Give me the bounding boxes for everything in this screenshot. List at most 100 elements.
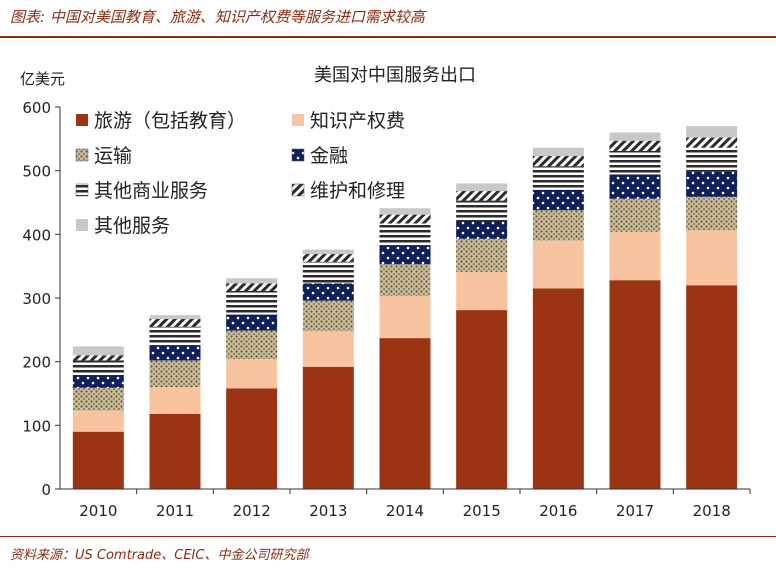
x-tick-label: 2012: [233, 502, 271, 520]
bar-segment-2014-series-4: [379, 223, 431, 246]
bar-segment-2014-series-3: [379, 245, 431, 265]
x-tick-label: 2017: [616, 502, 654, 520]
bar-segment-2015-series-3: [456, 220, 508, 239]
x-tick-label: 2011: [156, 502, 194, 520]
y-tick-label: 300: [22, 290, 51, 308]
bar-segment-2011-series-1: [149, 387, 201, 414]
bar-segment-2016-series-5: [532, 156, 584, 167]
bar-segment-2015-series-2: [456, 238, 508, 272]
legend-swatch-series-1: [292, 114, 304, 126]
bar-segment-2017-series-4: [609, 150, 661, 175]
bar-segment-2016-series-1: [532, 240, 584, 289]
bar-segment-2012-series-6: [226, 278, 278, 284]
figure-caption: 图表: 中国对美国教育、旅游、知识产权费等服务进口需求较高: [10, 8, 425, 26]
footer-divider: [0, 536, 776, 537]
chart-title: 美国对中国服务出口: [314, 65, 476, 86]
legend-label-series-5: 维护和修理: [310, 180, 405, 202]
x-tick-label: 2015: [463, 502, 501, 520]
bar-segment-2018-series-6: [686, 126, 738, 138]
bar-segment-2018-series-5: [686, 137, 738, 148]
stacked-bar-chart: 亿美元 美国对中国服务出口 0 100 200 300 400 500 600 2010 201…: [20, 65, 751, 520]
bar-segment-2011-series-2: [149, 360, 201, 388]
bar-segment-2011-series-6: [149, 315, 201, 320]
bar-segment-2013-series-6: [302, 249, 354, 255]
x-tick-label: 2014: [386, 502, 424, 520]
bar-segment-2012-series-0: [226, 388, 278, 489]
y-tick-label: 600: [22, 99, 51, 117]
bar-segment-2012-series-2: [226, 330, 278, 360]
y-axis-unit-label: 亿美元: [20, 70, 65, 88]
bar-segment-2010-series-4: [72, 360, 124, 376]
bar-segment-2010-series-1: [72, 410, 124, 432]
bar-segment-2016-series-6: [532, 147, 584, 157]
bar-segment-2016-series-4: [532, 166, 584, 190]
legend-label-series-3: 金融: [310, 145, 348, 167]
bar-segment-2014-series-2: [379, 264, 431, 297]
y-tick-label: 100: [22, 417, 51, 435]
bar-segment-2018-series-1: [686, 230, 738, 286]
bar-segment-2010-series-3: [72, 375, 124, 388]
bar-segment-2011-series-5: [149, 319, 201, 327]
y-tick-label: 400: [22, 226, 51, 244]
y-tick-label: 500: [22, 163, 51, 181]
bar-segment-2018-series-0: [686, 285, 738, 489]
legend-label-series-0: 旅游（包括教育）: [94, 110, 246, 132]
legend-swatch-series-4: [75, 183, 89, 197]
bar-segment-2013-series-2: [302, 300, 354, 332]
legend-swatch-series-2: [75, 148, 89, 162]
bar-segment-2010-series-6: [72, 346, 124, 356]
bar-segment-2010-series-2: [72, 387, 124, 411]
bar-segment-2018-series-3: [686, 171, 738, 197]
legend-swatch-series-6: [76, 219, 88, 231]
bar-segment-2010-series-5: [72, 355, 124, 361]
legend-label-series-6: 其他服务: [94, 215, 170, 237]
header-divider: [0, 36, 776, 38]
legend-swatch-series-3: [291, 148, 305, 162]
legend-swatch-series-0: [76, 114, 88, 126]
bar-segment-2017-series-2: [609, 198, 661, 232]
bar-segment-2018-series-2: [686, 196, 738, 231]
bar-segment-2010-series-0: [72, 431, 124, 489]
bar-segment-2017-series-6: [609, 132, 661, 141]
bar-segment-2012-series-3: [226, 314, 278, 331]
bar-segment-2013-series-4: [302, 261, 354, 284]
bar-segment-2014-series-6: [379, 208, 431, 215]
legend-label-series-1: 知识产权费: [310, 110, 405, 132]
bar-segment-2014-series-1: [379, 296, 431, 339]
x-tick-label: 2010: [79, 502, 117, 520]
legend-label-series-2: 运输: [94, 145, 132, 167]
bar-segment-2013-series-1: [302, 331, 354, 367]
bar-segment-2014-series-5: [379, 214, 431, 224]
bar-segment-2013-series-3: [302, 283, 354, 301]
bar-segment-2017-series-5: [609, 140, 661, 151]
y-tick-label: 0: [41, 481, 51, 499]
bar-segment-2012-series-1: [226, 359, 278, 389]
bar-segment-2011-series-4: [149, 326, 201, 346]
bar-segment-2015-series-4: [456, 200, 508, 221]
bar-segment-2017-series-1: [609, 231, 661, 281]
bar-segment-2016-series-2: [532, 210, 584, 241]
bar-segment-2012-series-5: [226, 283, 278, 291]
bar-segment-2018-series-4: [686, 147, 738, 172]
bar-segment-2011-series-0: [149, 413, 201, 489]
bar-segment-2015-series-0: [456, 310, 508, 489]
bar-segment-2014-series-0: [379, 338, 431, 489]
bar-segment-2012-series-4: [226, 290, 278, 315]
bar-segment-2016-series-3: [532, 189, 584, 211]
source-note: 资料来源：US Comtrade、CEIC、中金公司研究部: [10, 548, 309, 563]
bar-segment-2017-series-3: [609, 174, 661, 199]
bar-segment-2016-series-0: [532, 288, 584, 489]
bar-segment-2011-series-3: [149, 345, 201, 361]
bar-segment-2017-series-0: [609, 280, 661, 489]
legend-swatch-series-5: [291, 183, 305, 197]
y-tick-label: 200: [22, 354, 51, 372]
bar-segment-2013-series-5: [302, 254, 354, 262]
x-tick-label: 2016: [539, 502, 577, 520]
x-tick-label: 2013: [309, 502, 347, 520]
bar-segment-2013-series-0: [302, 366, 354, 489]
x-tick-label: 2018: [693, 502, 731, 520]
bar-segment-2015-series-1: [456, 271, 508, 311]
legend-label-series-4: 其他商业服务: [94, 180, 208, 202]
bar-segment-2015-series-5: [456, 191, 508, 201]
bar-segment-2015-series-6: [456, 183, 508, 192]
